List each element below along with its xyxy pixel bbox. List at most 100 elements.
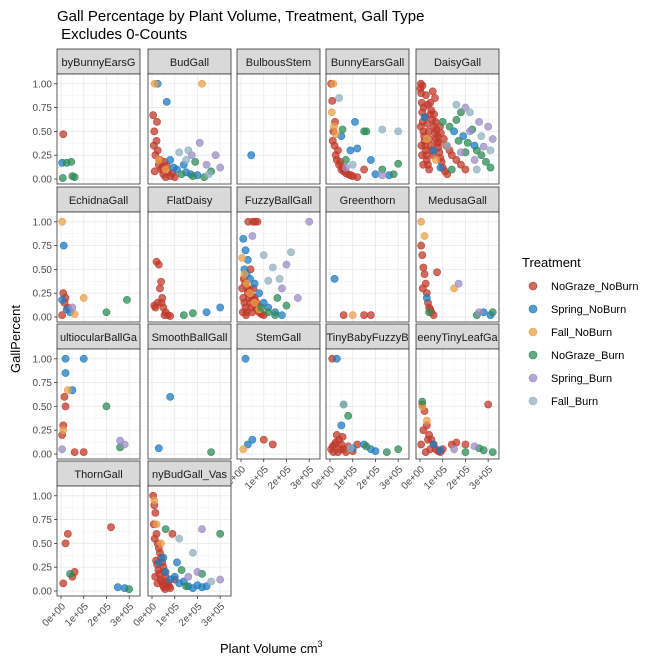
data-point	[202, 308, 211, 317]
data-point	[120, 440, 129, 449]
facet-strip-label: BudGall	[170, 57, 209, 69]
data-point	[348, 160, 357, 169]
x-tick-label: 0e+00	[131, 601, 159, 629]
facet-panel-border	[415, 211, 500, 323]
data-points	[58, 130, 79, 182]
y-tick-label: 0.50	[33, 539, 53, 550]
data-point	[278, 284, 286, 293]
data-point	[70, 310, 79, 319]
data-point	[150, 79, 159, 88]
data-point	[328, 97, 337, 105]
y-tick-label: 1.00	[33, 79, 53, 90]
data-point	[191, 157, 200, 166]
data-point	[161, 525, 170, 533]
data-point	[484, 400, 493, 409]
data-point	[58, 311, 67, 319]
data-point	[424, 435, 432, 444]
facet-strip	[147, 186, 232, 213]
data-point	[394, 127, 403, 136]
y-tick-label: 1.00	[33, 491, 53, 502]
data-point	[330, 275, 339, 283]
data-point	[486, 163, 495, 172]
data-point	[330, 122, 338, 131]
facet-strip	[325, 323, 410, 350]
data-point	[329, 79, 338, 88]
data-point	[239, 235, 248, 243]
data-point	[422, 416, 431, 425]
y-tick-label: 1.00	[33, 217, 53, 228]
data-point	[150, 496, 159, 505]
y-tick-label: 0.50	[33, 265, 53, 276]
data-point	[287, 248, 295, 257]
facet-strip	[325, 186, 410, 213]
data-point	[378, 171, 387, 180]
data-point	[198, 79, 206, 88]
data-point	[342, 163, 350, 172]
data-point	[159, 553, 168, 562]
y-tick-label: 1.00	[33, 354, 53, 365]
data-point	[417, 241, 426, 250]
legend-title: Treatment	[522, 255, 581, 270]
facet-panel-border	[147, 348, 232, 460]
x-tick-label: 3e+05	[468, 464, 496, 492]
x-tick-label: 2e+05	[266, 464, 294, 492]
data-point	[240, 270, 249, 279]
data-point	[419, 426, 428, 435]
data-point	[420, 270, 429, 279]
data-point	[58, 445, 67, 454]
data-point	[419, 160, 428, 169]
facet-plot-area	[57, 74, 140, 184]
data-point	[353, 173, 362, 181]
facet-panel-border	[56, 485, 141, 597]
data-point	[149, 141, 158, 150]
data-point	[253, 217, 262, 226]
data-point	[193, 568, 202, 576]
facet-strip-label: MedusaGall	[428, 195, 487, 207]
data-point	[342, 156, 350, 164]
data-point	[166, 156, 175, 164]
data-point	[346, 146, 355, 155]
major-gridlines	[57, 212, 140, 322]
facet-strip	[147, 323, 232, 350]
minor-gridlines	[237, 74, 320, 184]
data-point	[434, 138, 443, 147]
data-point	[151, 509, 160, 517]
facet-strip-label: FuzzyBallGall	[245, 195, 312, 207]
data-point	[348, 311, 357, 319]
data-points	[416, 79, 497, 179]
data-point	[156, 284, 164, 293]
legend-item-5: Spring_Burn	[528, 373, 612, 385]
data-point	[438, 117, 447, 126]
data-point	[259, 435, 268, 444]
data-point	[207, 577, 215, 586]
y-tick-label: 0.75	[33, 103, 53, 114]
data-point	[239, 445, 248, 454]
data-point	[168, 529, 177, 538]
data-point	[278, 311, 286, 319]
data-point	[166, 392, 175, 401]
data-point	[362, 442, 371, 451]
data-point	[58, 217, 67, 226]
data-point	[394, 159, 403, 168]
data-point	[477, 132, 486, 141]
x-tick-label: 2e+05	[355, 464, 383, 492]
data-point	[61, 354, 70, 363]
data-point	[152, 520, 161, 529]
data-points	[238, 217, 314, 319]
data-point	[61, 539, 70, 548]
data-point	[61, 369, 70, 377]
data-point	[336, 445, 345, 454]
data-points	[149, 491, 225, 593]
facet-strip-label: StemGall	[256, 332, 301, 344]
facet-strip	[325, 48, 410, 75]
data-point	[241, 354, 250, 363]
x-tick-label: 1e+05	[243, 464, 271, 492]
data-point	[179, 311, 188, 319]
data-point	[243, 440, 252, 449]
data-point	[61, 402, 70, 411]
data-points	[330, 275, 375, 319]
x-tick-label: 0e+00	[309, 464, 337, 492]
data-point	[417, 440, 426, 449]
data-point	[70, 448, 79, 456]
